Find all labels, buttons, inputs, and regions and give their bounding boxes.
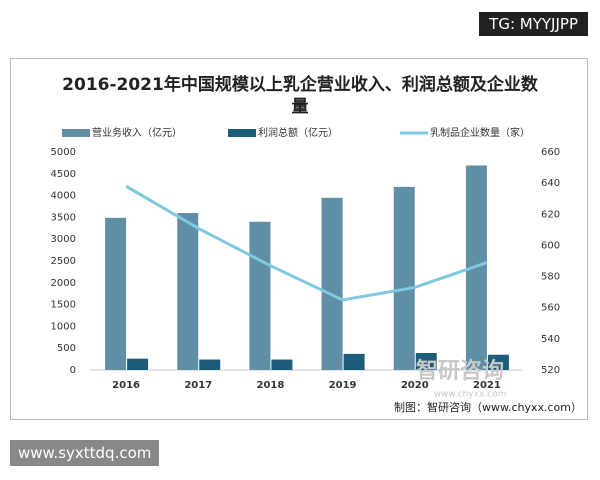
bar: [415, 352, 437, 370]
bar: [127, 358, 149, 370]
bar: [343, 353, 365, 370]
legend-swatch: [62, 129, 90, 137]
site-label: www.syxttdq.com: [10, 440, 160, 466]
y-tick-label: 1500: [51, 300, 76, 311]
line: [125, 184, 488, 302]
bar: [105, 217, 127, 370]
y-tick-label: 1000: [51, 321, 76, 332]
legend-label: 利润总额（亿元）: [258, 126, 338, 139]
bar: [177, 213, 199, 370]
y-tick-label: 3500: [51, 212, 76, 223]
y-tick-label: 4500: [51, 169, 76, 180]
chart-frame: [10, 58, 588, 420]
y2-tick-label: 660: [541, 147, 560, 158]
tag: TG: MYYJJPP: [479, 12, 588, 36]
bar: [199, 359, 221, 370]
x-tick-label: 2017: [184, 380, 212, 391]
legend-label: 营业务收入（亿元）: [92, 126, 182, 139]
y2-tick-label: 640: [541, 178, 560, 189]
y-tick-label: 500: [57, 343, 76, 354]
bar: [393, 186, 415, 370]
x-tick-label: 2016: [112, 380, 140, 391]
chart-title: 2016-2021年中国规模以上乳企营业收入、利润总额及企业数量: [62, 75, 538, 117]
bar: [487, 354, 509, 370]
y-tick-label: 2500: [51, 256, 76, 267]
y2-tick-label: 520: [541, 365, 560, 376]
watermark-url: www.chyxx.com: [434, 390, 507, 400]
legend-swatch: [228, 129, 256, 137]
bar: [271, 359, 293, 370]
bar: [321, 197, 343, 370]
y2-tick-label: 560: [541, 303, 560, 314]
x-tick-label: 2021: [473, 380, 501, 391]
x-tick-label: 2019: [329, 380, 357, 391]
y-tick-label: 2000: [51, 278, 76, 289]
x-tick-label: 2020: [401, 380, 429, 391]
y-tick-label: 0: [70, 365, 76, 376]
y-tick-label: 4000: [51, 191, 76, 202]
x-tick-label: 2018: [256, 380, 284, 391]
watermark: 智研咨询: [416, 358, 504, 384]
y-tick-label: 3000: [51, 234, 76, 245]
y2-tick-label: 600: [541, 240, 560, 251]
bar: [249, 221, 271, 370]
y-tick-label: 5000: [51, 147, 76, 158]
legend-label: 乳制品企业数量（家）: [430, 126, 530, 139]
y2-tick-label: 540: [541, 334, 560, 345]
y2-tick-label: 580: [541, 272, 560, 283]
source: 制图：智研咨询（www.chyxx.com）: [394, 400, 582, 414]
y2-tick-label: 620: [541, 209, 560, 220]
